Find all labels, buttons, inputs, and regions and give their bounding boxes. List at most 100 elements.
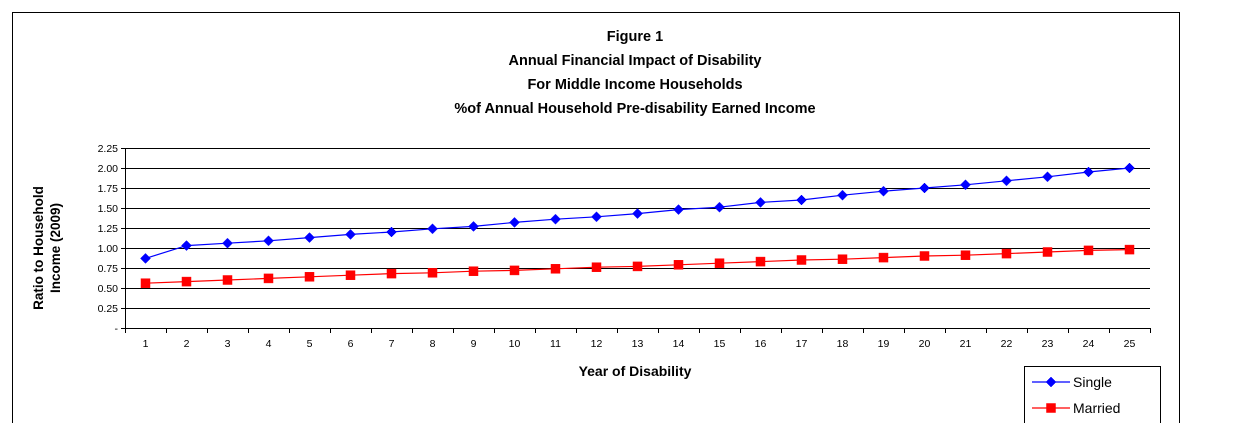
y-axis-label-line-1: Ratio to Household: [31, 186, 46, 310]
data-point-single: [879, 186, 889, 196]
x-tick-label: 12: [591, 338, 603, 350]
legend-marker-married: [1047, 404, 1056, 413]
x-tick-labels: 1 2 3 4 5 6 7 8 9 10 11 12 13 14 15 16 17 18 19 20 21 22 23 24 2…: [143, 338, 1136, 350]
x-tick-label: 23: [1042, 338, 1054, 350]
y-tick-label: 2.00: [98, 163, 119, 175]
data-point-single: [551, 214, 561, 224]
x-tick-label: 10: [509, 338, 521, 350]
data-point-married: [182, 277, 191, 286]
data-point-married: [141, 279, 150, 288]
x-tick-label: 20: [919, 338, 931, 350]
data-point-single: [1125, 163, 1135, 173]
x-tick-label: 2: [184, 338, 190, 350]
data-point-married: [961, 251, 970, 260]
data-point-single: [797, 195, 807, 205]
y-tick-label: 0.50: [98, 283, 119, 295]
data-point-married: [305, 272, 314, 281]
data-point-married: [920, 252, 929, 261]
x-tick-label: 1: [143, 338, 149, 350]
x-tick-label: 19: [878, 338, 890, 350]
chart-title-line-3: For Middle Income Households: [527, 77, 742, 93]
x-tick-label: 11: [550, 338, 561, 350]
data-point-married: [756, 257, 765, 266]
data-point-single: [469, 221, 479, 231]
data-point-single: [346, 229, 356, 239]
data-point-single: [141, 253, 151, 263]
y-tick-label: 1.50: [98, 203, 119, 215]
x-tick-label: 24: [1083, 338, 1095, 350]
data-point-single: [182, 241, 192, 251]
gridlines: [125, 149, 1150, 309]
x-tick-label: 14: [673, 338, 685, 350]
series-married: [141, 245, 1134, 288]
data-point-single: [510, 217, 520, 227]
x-tick-label: 16: [755, 338, 767, 350]
x-tick-label: 15: [714, 338, 726, 350]
data-point-married: [387, 269, 396, 278]
data-point-married: [1125, 245, 1134, 254]
data-point-married: [797, 256, 806, 265]
legend-label-single: Single: [1073, 374, 1112, 390]
data-point-single: [428, 224, 438, 234]
x-tick-label: 17: [796, 338, 808, 350]
chart-title-line-2: Annual Financial Impact of Disability: [509, 53, 762, 69]
y-tick-label: 1.75: [98, 183, 119, 195]
x-axis-label: Year of Disability: [579, 363, 692, 379]
y-tick-labels: - 0.25 0.50 0.75 1.00 1.25 1.50 1.75 2.00 2.25: [98, 143, 119, 335]
data-point-single: [592, 212, 602, 222]
data-point-single: [920, 183, 930, 193]
data-point-single: [674, 205, 684, 215]
x-tick-label: 3: [225, 338, 231, 350]
data-point-single: [305, 233, 315, 243]
x-tick-label: 9: [471, 338, 477, 350]
y-tick-label: 0.25: [98, 303, 119, 315]
y-tick-label: 1.00: [98, 243, 119, 255]
x-tick-label: 5: [307, 338, 313, 350]
y-tick-label: 2.25: [98, 143, 119, 155]
data-point-married: [346, 271, 355, 280]
data-point-single: [633, 209, 643, 219]
data-point-single: [756, 197, 766, 207]
x-tick-label: 22: [1001, 338, 1013, 350]
data-point-married: [428, 268, 437, 277]
data-point-married: [592, 263, 601, 272]
y-tick-label: 1.25: [98, 223, 119, 235]
data-point-married: [1084, 246, 1093, 255]
x-tick-label: 7: [389, 338, 395, 350]
legend-label-married: Married: [1073, 400, 1120, 416]
x-tick-label: 25: [1124, 338, 1136, 350]
x-tick-label: 13: [632, 338, 644, 350]
x-tick-label: 6: [348, 338, 354, 350]
data-point-single: [223, 238, 233, 248]
data-point-single: [1002, 176, 1012, 186]
x-tick-label: 8: [430, 338, 436, 350]
legend: Single Married: [1025, 367, 1161, 423]
data-point-married: [551, 264, 560, 273]
x-tick-label: 21: [960, 338, 972, 350]
y-tick-label: -: [115, 323, 119, 335]
y-axis-label: Ratio to Household Income (2009): [31, 186, 63, 310]
data-point-single: [838, 190, 848, 200]
chart-title: Figure 1 Annual Financial Impact of Disa…: [454, 29, 815, 117]
data-point-married: [1002, 249, 1011, 258]
data-point-married: [264, 274, 273, 283]
data-point-married: [879, 253, 888, 262]
chart-title-line-4: %of Annual Household Pre-disability Earn…: [454, 101, 815, 117]
data-point-single: [1043, 172, 1053, 182]
data-point-married: [469, 267, 478, 276]
data-point-married: [1043, 248, 1052, 257]
y-tick-label: 0.75: [98, 263, 119, 275]
chart-title-line-1: Figure 1: [607, 29, 663, 45]
data-point-married: [715, 259, 724, 268]
x-tick-label: 18: [837, 338, 849, 350]
x-tick-label: 4: [266, 338, 272, 350]
data-point-married: [674, 260, 683, 269]
data-point-married: [510, 266, 519, 275]
data-point-married: [633, 262, 642, 271]
data-point-married: [223, 276, 232, 285]
data-point-single: [264, 236, 274, 246]
data-point-single: [715, 202, 725, 212]
y-axis-label-line-2: Income (2009): [48, 203, 63, 293]
